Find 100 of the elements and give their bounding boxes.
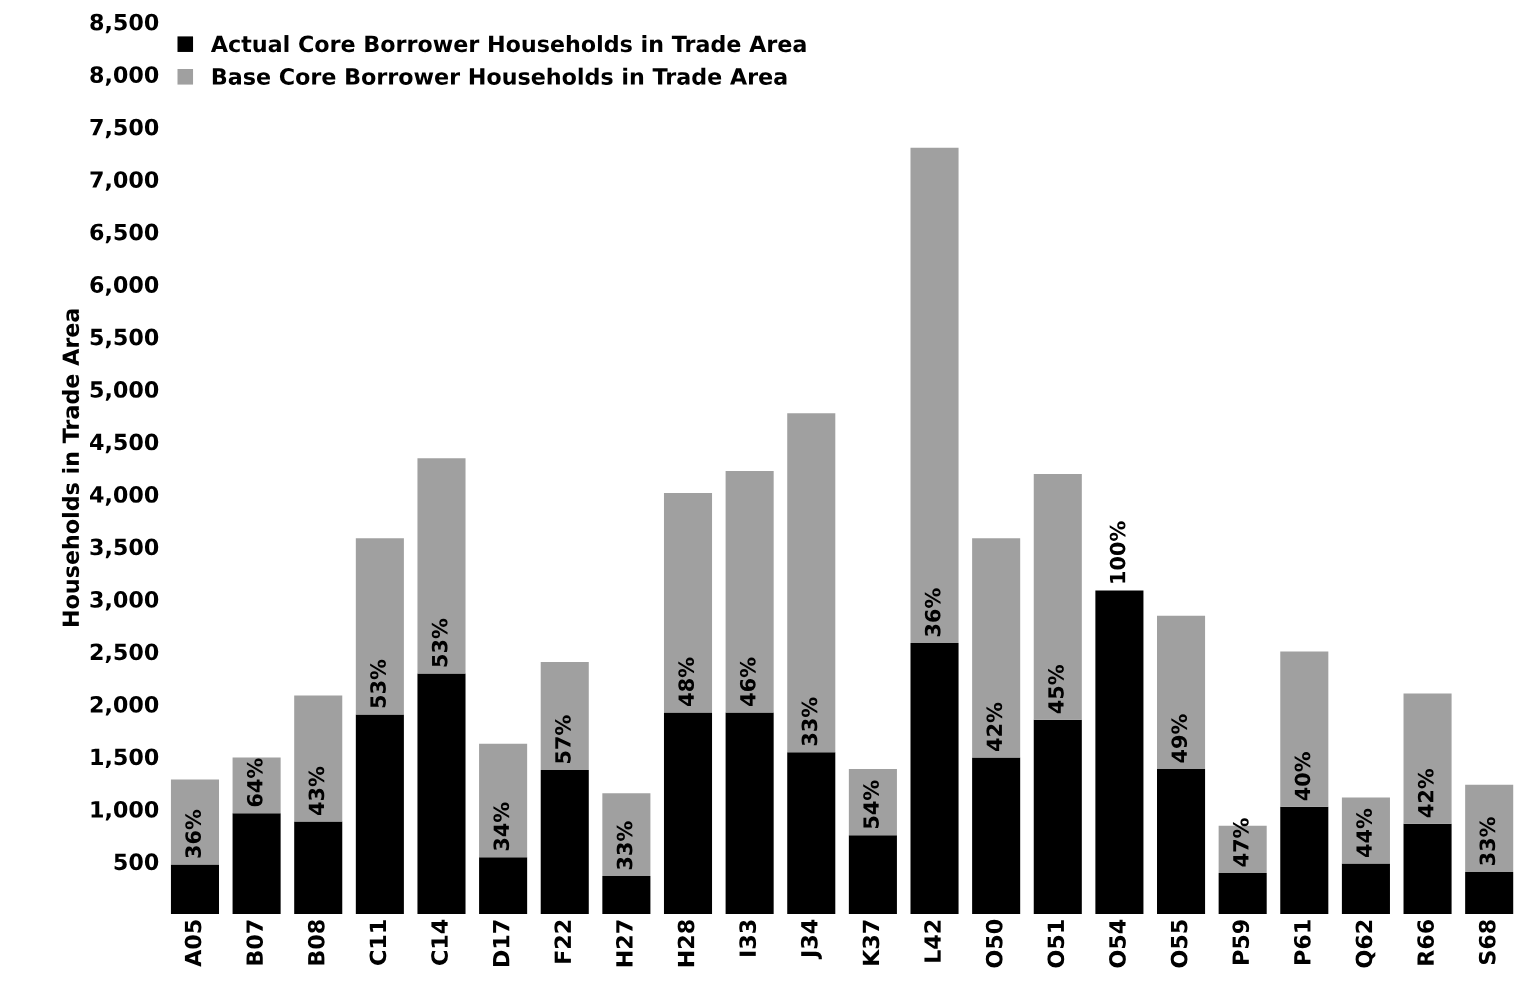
y-tick-label: 4,500 (90, 433, 159, 454)
annotation: 34% (493, 802, 510, 851)
x-tick-label: O55 (1170, 920, 1188, 968)
x-tick-label: D17 (493, 920, 510, 967)
bar (725, 470, 774, 713)
y-tick-label: 5,500 (90, 328, 159, 349)
annotation: 40% (1294, 752, 1311, 801)
annotation: 100% (1109, 521, 1126, 583)
y-tick-label: 8,500 (90, 13, 159, 34)
annotation: 45% (1048, 664, 1064, 714)
bar (1157, 615, 1206, 770)
bar (294, 695, 343, 822)
y-tick-label: 2,500 (90, 643, 159, 664)
annotation: 48% (678, 657, 695, 706)
annotation: 42% (1417, 768, 1434, 818)
y-tick-label: 2,000 (90, 695, 159, 716)
bar (1157, 769, 1206, 914)
legend-label: Base Core Borrower Households in Trade Area (212, 67, 787, 85)
y-tick-label: 6,500 (90, 223, 159, 244)
y-tick-label: 3,500 (90, 538, 159, 559)
y-tick-label: 8,000 (90, 66, 159, 86)
bar (1465, 784, 1514, 872)
annotation: 64% (246, 758, 263, 807)
annotation: 53% (370, 659, 386, 708)
x-tick-label: R66 (1417, 919, 1434, 965)
y-tick-label: 7,500 (90, 118, 159, 139)
bar (848, 769, 897, 836)
x-tick-label: O50 (985, 919, 1003, 968)
y-axis-title: Households in Trade Area (61, 309, 80, 626)
x-tick-label: H28 (677, 920, 695, 967)
annotation: 54% (863, 780, 879, 829)
bar (725, 712, 774, 914)
annotation: 33% (801, 697, 818, 746)
x-tick-label: F22 (554, 920, 571, 963)
x-tick-label: A05 (184, 920, 202, 967)
bar (910, 147, 959, 644)
x-tick-label: P59 (1232, 920, 1250, 964)
x-tick-label: C11 (369, 920, 387, 965)
bar (1465, 871, 1514, 914)
annotation: 36% (924, 588, 941, 637)
x-tick-label: O51 (1047, 920, 1065, 968)
bar (1280, 806, 1329, 914)
annotation: 49% (1171, 714, 1188, 763)
bar (602, 793, 651, 877)
annotation: 33% (1479, 817, 1496, 865)
x-tick-label: H27 (616, 920, 633, 967)
bar (787, 752, 836, 914)
annotation: 53% (431, 618, 448, 667)
bar (479, 857, 528, 914)
bar (1403, 693, 1452, 824)
bar (294, 821, 343, 914)
annotation: 46% (739, 657, 756, 706)
bar (170, 864, 220, 914)
bar (663, 493, 713, 713)
bar (232, 813, 281, 914)
y-tick-label: 1,000 (91, 800, 159, 821)
x-tick-label: Q62 (1355, 920, 1376, 968)
bar (602, 876, 651, 914)
y-tick-label: 1,500 (91, 748, 159, 769)
bar (479, 743, 528, 858)
x-tick-label: B08 (307, 920, 325, 965)
x-tick-label: C14 (431, 919, 448, 965)
bar (417, 673, 466, 914)
bar (1033, 719, 1082, 914)
y-tick-label: 5,000 (90, 381, 159, 401)
y-tick-label: 500 (114, 853, 159, 871)
annotation: 42% (986, 702, 1003, 752)
bar (1403, 823, 1452, 914)
bar (972, 538, 1021, 758)
bar (355, 714, 404, 914)
bar (1341, 797, 1390, 864)
bar (1341, 863, 1390, 914)
x-tick-label: B07 (246, 920, 264, 965)
x-tick-label: L42 (924, 920, 941, 962)
bar (1033, 474, 1082, 720)
x-tick-label: P61 (1293, 920, 1311, 964)
legend-label: Actual Core Borrower Households in Trade Area (210, 35, 806, 53)
bar (540, 661, 589, 771)
bar (417, 458, 466, 674)
bar (170, 779, 220, 865)
annotation: 36% (185, 809, 202, 858)
x-tick-label: S68 (1478, 920, 1496, 965)
bar (355, 538, 404, 715)
bar (1095, 590, 1144, 914)
x-tick-label: O54 (1109, 919, 1126, 968)
bar (1280, 651, 1329, 807)
bar (540, 770, 589, 914)
bar (848, 835, 897, 914)
annotation: 47% (1232, 818, 1249, 867)
x-tick-label: K37 (862, 920, 880, 965)
bar (1218, 872, 1267, 914)
annotation: 44% (1356, 808, 1372, 858)
bar (910, 643, 959, 914)
x-tick-label: J34 (800, 919, 822, 960)
y-tick-label: 7,000 (90, 171, 159, 191)
bar (972, 757, 1021, 914)
annotation: 33% (616, 821, 633, 870)
annotation: 57% (555, 715, 571, 763)
bar (787, 413, 836, 753)
y-tick-label: 6,000 (90, 276, 159, 296)
